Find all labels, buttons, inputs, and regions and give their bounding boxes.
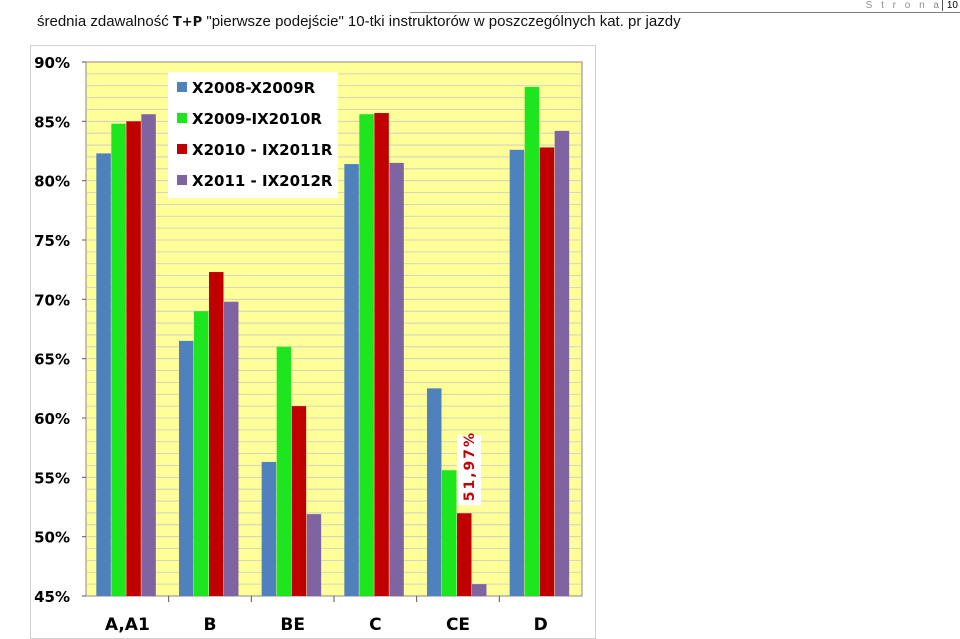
- bar-ce-series-4: [472, 584, 487, 596]
- bar-aa1-series-3: [126, 121, 141, 596]
- bar-be-series-2: [276, 346, 292, 596]
- caption-suffix: "pierwsze podejście" 10-tki instruktorów…: [202, 13, 681, 30]
- page-number: 10: [941, 0, 958, 11]
- y-tick-label: 50%: [34, 529, 70, 547]
- y-tick-label: 85%: [34, 113, 70, 131]
- legend-label: X2008-X2009R: [192, 79, 316, 97]
- bar-c-series-4: [389, 162, 404, 596]
- legend-swatch: [177, 175, 187, 185]
- annotation-box: [457, 435, 481, 506]
- caption-prefix: średnia zdawalność: [37, 13, 173, 30]
- bar-b-series-4: [224, 301, 239, 596]
- y-tick-label: 45%: [34, 588, 70, 606]
- bar-be-series-4: [306, 514, 322, 596]
- y-tick-label: 75%: [34, 232, 70, 250]
- running-header-text: S t r o n a: [865, 0, 942, 11]
- chart-caption: średnia zdawalność T+P "pierwsze podejśc…: [37, 13, 681, 30]
- bar-be-series-3: [291, 406, 307, 596]
- legend-label: X2010 - IX2011R: [192, 141, 333, 159]
- x-tick-label: B: [204, 615, 217, 635]
- legend-label: X2011 - IX2012R: [192, 172, 333, 190]
- bar-c-series-2: [359, 114, 374, 597]
- bar-d-series-4: [554, 130, 570, 596]
- annotation-label: 51,97%: [462, 431, 478, 501]
- bar-b-series-1: [179, 340, 194, 596]
- bar-c-series-1: [344, 164, 359, 596]
- x-tick-label: BE: [280, 615, 305, 635]
- y-tick-label: 90%: [34, 54, 70, 72]
- y-tick-label: 55%: [34, 469, 70, 487]
- legend-label: X2009-IX2010R: [192, 110, 322, 128]
- bar-ce-series-3: [457, 513, 472, 596]
- bar-b-series-3: [209, 272, 224, 596]
- bar-d-series-1: [509, 149, 525, 596]
- legend-swatch: [177, 82, 187, 92]
- legend: X2008-X2009R X2009-IX2010R X2010 - IX2011R…: [168, 72, 338, 198]
- y-tick-label: 80%: [34, 173, 70, 191]
- bar-aa1-series-1: [96, 153, 111, 596]
- bar-d-series-2: [524, 86, 540, 597]
- bar-aa1-series-4: [141, 114, 156, 597]
- y-tick-label: 60%: [34, 410, 70, 428]
- page-header: S t r o n a 10: [0, 0, 960, 14]
- bar-be-series-1: [261, 461, 277, 596]
- bar-ce-series-1: [427, 388, 442, 596]
- header-rule: [410, 12, 960, 13]
- bar-b-series-2: [194, 311, 209, 596]
- caption-bold: T+P: [172, 15, 203, 30]
- bar-aa1-series-2: [111, 123, 126, 596]
- bar-ce-series-2: [442, 470, 457, 596]
- bar-d-series-3: [539, 147, 555, 596]
- legend-swatch: [177, 113, 187, 123]
- x-tick-label: CE: [446, 615, 470, 635]
- x-tick-label: C: [369, 615, 381, 635]
- y-tick-label: 70%: [34, 291, 70, 309]
- legend-box: [168, 72, 338, 198]
- x-tick-label: D: [534, 615, 548, 635]
- bar-c-series-3: [374, 113, 389, 596]
- legend-swatch: [177, 144, 187, 154]
- y-tick-label: 65%: [34, 351, 70, 369]
- x-tick-label: A,A1: [105, 615, 150, 635]
